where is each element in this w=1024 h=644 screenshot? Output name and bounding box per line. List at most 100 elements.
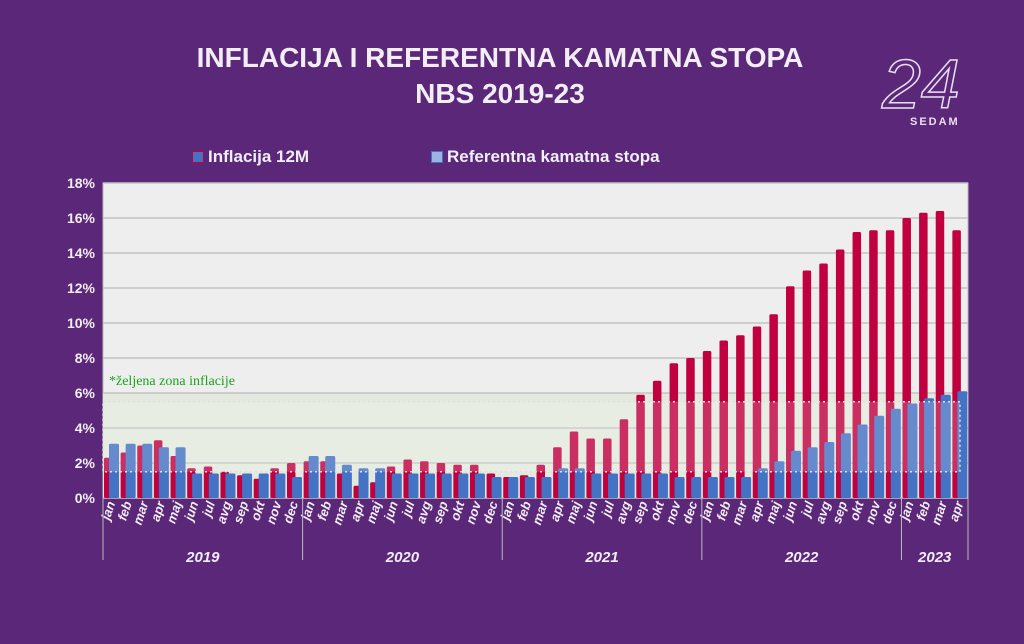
target-zone-annotation: *željena zona inflacije bbox=[109, 374, 235, 389]
bar-key-rate bbox=[608, 473, 619, 498]
x-tick-label: jul bbox=[797, 499, 817, 520]
x-tick-label: jan bbox=[97, 499, 118, 523]
bar-key-rate bbox=[824, 442, 835, 498]
legend-swatch-key-rate bbox=[431, 151, 443, 163]
bar-key-rate bbox=[225, 473, 236, 498]
bar-key-rate bbox=[175, 447, 186, 498]
x-tick-label: jun bbox=[380, 499, 401, 524]
bar-key-rate bbox=[657, 473, 668, 498]
bar-key-rate bbox=[242, 473, 253, 498]
x-tick-label: jun bbox=[580, 499, 601, 524]
x-tick-label: dec bbox=[879, 499, 900, 526]
bar-key-rate bbox=[142, 443, 153, 498]
bar-key-rate bbox=[691, 477, 702, 498]
year-label: 2022 bbox=[784, 549, 819, 566]
bar-inflation bbox=[669, 363, 679, 498]
x-tick-label: nov bbox=[463, 499, 485, 526]
x-tick-label: feb bbox=[913, 499, 933, 522]
y-tick-label: 0% bbox=[75, 490, 96, 506]
bar-key-rate bbox=[707, 477, 718, 498]
bar-key-rate bbox=[208, 473, 219, 498]
x-tick-label: okt bbox=[248, 499, 268, 523]
year-label: 2019 bbox=[185, 549, 220, 566]
bar-key-rate bbox=[924, 398, 935, 498]
x-tick-label: feb bbox=[713, 499, 733, 522]
bar-key-rate bbox=[192, 473, 203, 498]
x-tick-label: jul bbox=[398, 499, 418, 520]
bar-key-rate bbox=[840, 433, 851, 498]
x-tick-label: feb bbox=[115, 499, 135, 522]
bar-inflation bbox=[769, 314, 778, 498]
x-tick-label: sep bbox=[829, 499, 850, 525]
x-tick-label: dec bbox=[280, 499, 301, 526]
x-tick-label: jul bbox=[198, 499, 218, 520]
y-tick-label: 16% bbox=[67, 210, 96, 226]
bar-key-rate bbox=[807, 447, 818, 498]
y-tick-label: 12% bbox=[67, 280, 96, 296]
bar-key-rate bbox=[474, 473, 485, 498]
y-tick-label: 14% bbox=[67, 245, 96, 261]
x-tick-label: maj bbox=[164, 499, 185, 525]
bar-key-rate bbox=[724, 477, 735, 498]
x-tick-label: mar bbox=[529, 498, 551, 526]
bar-inflation bbox=[702, 351, 712, 498]
legend-item-inflation: Inflacija 12M bbox=[192, 147, 309, 167]
bar-key-rate bbox=[591, 473, 602, 498]
x-tick-label: jun bbox=[180, 499, 201, 524]
bar-key-rate bbox=[508, 477, 519, 498]
bar-key-rate bbox=[857, 424, 868, 498]
bar-key-rate bbox=[325, 456, 336, 498]
y-tick-label: 10% bbox=[67, 315, 96, 331]
y-tick-label: 6% bbox=[75, 385, 96, 401]
target-zone-box bbox=[102, 401, 961, 473]
x-tick-label: jan bbox=[896, 499, 917, 523]
bar-key-rate bbox=[757, 468, 768, 498]
x-tick-label: okt bbox=[447, 499, 467, 523]
bar-key-rate bbox=[375, 468, 386, 498]
bar-inflation bbox=[786, 286, 795, 498]
x-tick-label: feb bbox=[314, 499, 334, 522]
x-tick-label: avg bbox=[812, 499, 833, 525]
bar-key-rate bbox=[391, 473, 402, 498]
bar-key-rate bbox=[109, 443, 119, 498]
bar-key-rate bbox=[940, 394, 951, 498]
x-tick-label: apr bbox=[946, 498, 967, 523]
x-tick-label: jan bbox=[696, 499, 717, 523]
bar-key-rate bbox=[491, 477, 502, 498]
bar-inflation bbox=[636, 394, 645, 498]
bar-key-rate bbox=[890, 408, 901, 498]
bar-key-rate bbox=[341, 464, 352, 498]
x-tick-label: avg bbox=[613, 499, 634, 525]
x-tick-label: jul bbox=[598, 499, 618, 520]
bar-inflation bbox=[652, 380, 662, 498]
y-tick-label: 8% bbox=[75, 350, 96, 366]
bar-key-rate bbox=[425, 473, 436, 498]
x-tick-label: apr bbox=[347, 498, 368, 523]
x-tick-label: mar bbox=[130, 498, 152, 526]
bar-key-rate bbox=[774, 461, 785, 498]
bar-key-rate bbox=[641, 473, 652, 498]
x-tick-label: sep bbox=[230, 499, 251, 525]
bar-inflation bbox=[719, 340, 728, 498]
x-tick-label: apr bbox=[547, 498, 568, 523]
x-tick-label: dec bbox=[480, 499, 501, 526]
x-tick-label: maj bbox=[363, 499, 384, 525]
bar-key-rate bbox=[741, 477, 752, 498]
legend-label-key-rate: Referentna kamatna stopa bbox=[447, 147, 660, 166]
bar-key-rate bbox=[907, 403, 918, 498]
x-tick-label: dec bbox=[679, 499, 700, 526]
bar-inflation bbox=[686, 358, 695, 498]
x-tick-label: jan bbox=[497, 499, 518, 523]
x-tick-label: nov bbox=[263, 499, 285, 526]
logo-subtext: SEDAM bbox=[910, 116, 960, 128]
bar-key-rate bbox=[541, 477, 552, 498]
bar-inflation bbox=[802, 270, 812, 498]
x-tick-label: okt bbox=[846, 499, 866, 523]
bar-key-rate bbox=[674, 477, 685, 498]
bar-key-rate bbox=[158, 447, 169, 498]
x-tick-label: nov bbox=[662, 499, 684, 526]
sedam24-logo: 24 SEDAM bbox=[880, 50, 960, 128]
chart-title-line1: INFLACIJA I REFERENTNA KAMATNA STOPA bbox=[196, 42, 804, 73]
bar-key-rate bbox=[125, 443, 136, 498]
